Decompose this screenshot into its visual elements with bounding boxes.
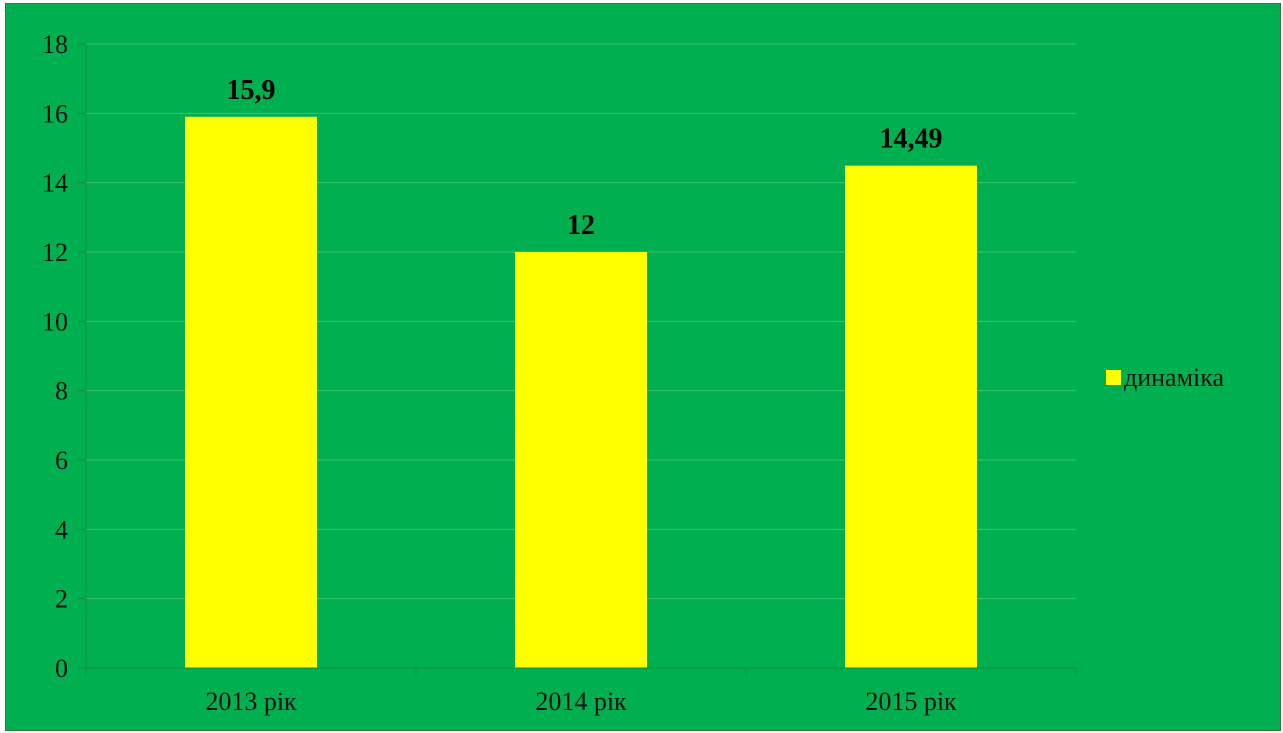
data-label-1: 15,9 (227, 75, 276, 106)
y-tick-label: 2 (55, 585, 68, 614)
bar-3 (845, 165, 977, 668)
x-tick-label: 2015 рік (865, 687, 957, 716)
chart-area: 0 2 4 6 8 10 12 14 16 18 15,9 12 14,49 2013 рік 2014… (5, 3, 1281, 731)
legend-swatch (1106, 370, 1121, 385)
y-tick-label: 16 (42, 99, 68, 128)
y-tick-label: 14 (42, 169, 68, 198)
y-axis: 0 2 4 6 8 10 12 14 16 18 (42, 30, 87, 683)
bars: 15,9 12 14,49 (185, 75, 977, 669)
legend: динаміка (1106, 363, 1225, 392)
data-label-3: 14,49 (880, 124, 943, 155)
y-tick-label: 8 (55, 377, 68, 406)
bar-1 (185, 116, 317, 669)
y-tick-label: 18 (42, 30, 68, 59)
legend-label: динаміка (1124, 363, 1225, 392)
x-axis: 2013 рік 2014 рік 2015 рік (85, 667, 1077, 716)
y-tick-label: 6 (55, 446, 68, 475)
y-tick-label: 12 (42, 238, 68, 267)
bar-2 (515, 252, 647, 668)
x-tick-label: 2013 рік (205, 687, 297, 716)
y-tick-label: 4 (55, 515, 68, 544)
y-tick-label: 0 (55, 654, 68, 683)
bar-chart: 0 2 4 6 8 10 12 14 16 18 15,9 12 14,49 2013 рік 2014… (6, 4, 1280, 730)
x-tick-label: 2014 рік (535, 687, 627, 716)
data-label-2: 12 (567, 210, 595, 241)
y-tick-label: 10 (42, 307, 68, 336)
